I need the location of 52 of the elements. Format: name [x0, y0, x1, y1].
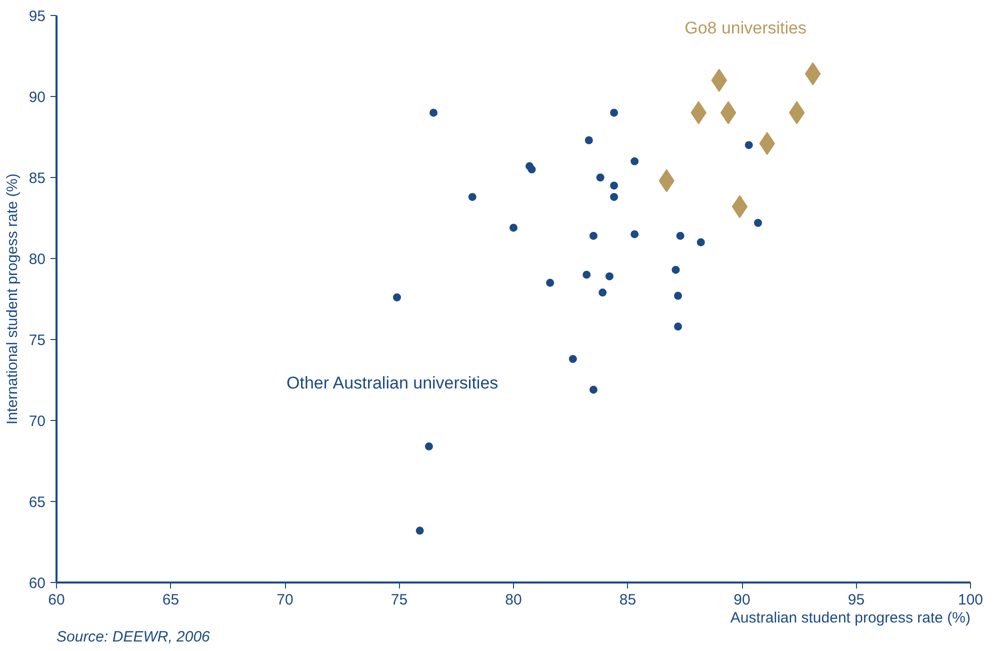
point — [598, 288, 607, 297]
source-note: Source: DEEWR, 2006 — [56, 628, 211, 646]
point — [605, 272, 614, 280]
point — [630, 157, 639, 166]
point — [754, 218, 762, 227]
point — [596, 174, 604, 182]
point — [696, 238, 705, 246]
x-tick-label: 80 — [505, 592, 522, 608]
point — [528, 165, 536, 174]
x-tick-label: 75 — [390, 592, 408, 608]
text: Other Australian universities — [286, 374, 498, 392]
series-label: Go8 universities — [684, 18, 806, 38]
point — [610, 108, 618, 117]
x-tick-label: 70 — [276, 592, 294, 608]
point — [720, 101, 736, 124]
point — [468, 192, 476, 201]
y-tick-label: 80 — [28, 251, 46, 268]
x-tick-label: 60 — [48, 592, 65, 608]
point — [424, 442, 433, 450]
point — [676, 232, 684, 240]
y-tick-label: 85 — [28, 170, 46, 187]
y-tick-label: 75 — [28, 332, 46, 349]
x-tick-label: 90 — [734, 592, 750, 608]
x-tick-label: 95 — [848, 592, 865, 608]
point — [430, 108, 438, 117]
point — [589, 386, 598, 394]
y-axis-title: International student progess rate (%) — [4, 174, 21, 424]
point — [674, 322, 682, 331]
point — [510, 224, 518, 232]
y-tick-label: 70 — [28, 413, 46, 430]
point — [732, 195, 748, 218]
x-tick-label: 100 — [958, 592, 984, 608]
point — [546, 278, 554, 287]
point — [672, 266, 680, 274]
point — [610, 192, 618, 201]
x-axis-title: Australian student progress rate (%) — [730, 610, 971, 626]
point — [589, 232, 598, 240]
point — [416, 526, 424, 535]
x-tick-label: 85 — [619, 592, 636, 608]
point — [630, 230, 639, 238]
point — [584, 136, 593, 144]
point — [582, 270, 591, 279]
x-tick-label: 65 — [162, 592, 180, 608]
y-tick-label: 95 — [28, 8, 46, 25]
point — [744, 141, 753, 150]
point — [610, 182, 618, 190]
point — [568, 354, 577, 363]
y-tick-label: 65 — [28, 494, 46, 511]
point — [674, 292, 682, 300]
point — [392, 293, 401, 302]
y-tick-label: 90 — [28, 89, 46, 106]
y-tick-label: 60 — [28, 575, 46, 592]
